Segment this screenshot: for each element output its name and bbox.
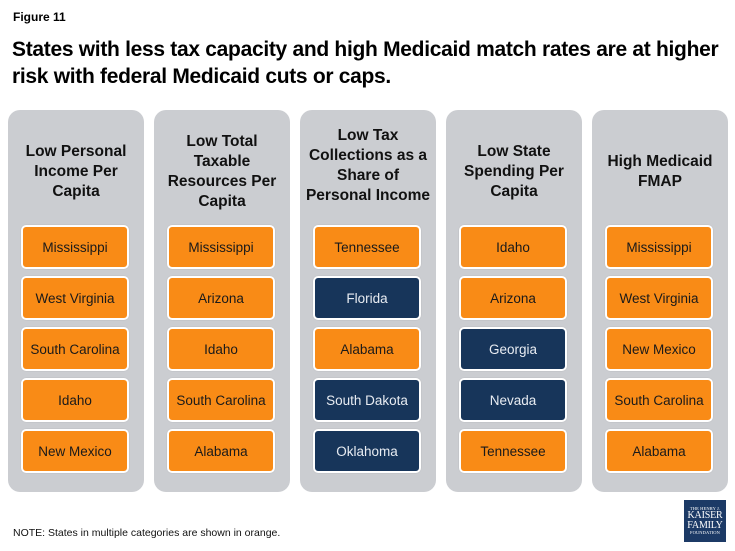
kff-logo: THE HENRY J. KAISER FAMILY FOUNDATION — [684, 500, 726, 542]
category-column: Low Tax Collections as a Share of Person… — [300, 110, 436, 492]
logo-line-1: THE HENRY J. — [689, 505, 721, 511]
logo-line-4: FOUNDATION — [690, 530, 720, 535]
state-box: New Mexico — [605, 327, 713, 371]
state-box: South Carolina — [167, 378, 275, 422]
state-box: Tennessee — [313, 225, 421, 269]
column-heading: Low State Spending Per Capita — [464, 143, 564, 200]
column-heading: Low Total Taxable Resources Per Capita — [167, 133, 277, 210]
state-box: West Virginia — [605, 276, 713, 320]
state-box: Arizona — [167, 276, 275, 320]
category-column: High Medicaid FMAP Mississippi West Virgin… — [592, 110, 728, 492]
category-column: Low Personal Income Per Capita Mississipp… — [8, 110, 144, 492]
state-box: Alabama — [313, 327, 421, 371]
state-box: Idaho — [459, 225, 567, 269]
state-box: Mississippi — [605, 225, 713, 269]
note-text: NOTE: States in multiple categories are … — [13, 527, 281, 539]
state-box: Florida — [313, 276, 421, 320]
state-box: Mississippi — [21, 225, 129, 269]
category-column: Low Total Taxable Resources Per Capita Mi… — [154, 110, 290, 492]
state-box: Mississippi — [167, 225, 275, 269]
category-columns: Low Personal Income Per Capita Mississipp… — [8, 110, 728, 492]
column-heading: Low Personal Income Per Capita — [25, 143, 127, 200]
state-box: Nevada — [459, 378, 567, 422]
state-box: Alabama — [605, 429, 713, 473]
logo-line-3: FAMILY — [687, 520, 723, 531]
state-box: South Carolina — [21, 327, 129, 371]
figure-title: States with less tax capacity and high M… — [12, 38, 719, 88]
logo-line-2: KAISER — [687, 510, 723, 521]
category-column: Low State Spending Per Capita Idaho Arizon… — [446, 110, 582, 492]
state-box: Idaho — [167, 327, 275, 371]
state-box: Arizona — [459, 276, 567, 320]
figure-label: Figure 11 — [13, 10, 66, 24]
column-heading: High Medicaid FMAP — [607, 153, 713, 190]
column-heading: Low Tax Collections as a Share of Person… — [305, 127, 431, 204]
state-box: South Carolina — [605, 378, 713, 422]
state-box: Tennessee — [459, 429, 567, 473]
state-box: Alabama — [167, 429, 275, 473]
state-box: New Mexico — [21, 429, 129, 473]
state-box: Oklahoma — [313, 429, 421, 473]
state-box: Georgia — [459, 327, 567, 371]
state-box: South Dakota — [313, 378, 421, 422]
state-box: West Virginia — [21, 276, 129, 320]
state-box: Idaho — [21, 378, 129, 422]
